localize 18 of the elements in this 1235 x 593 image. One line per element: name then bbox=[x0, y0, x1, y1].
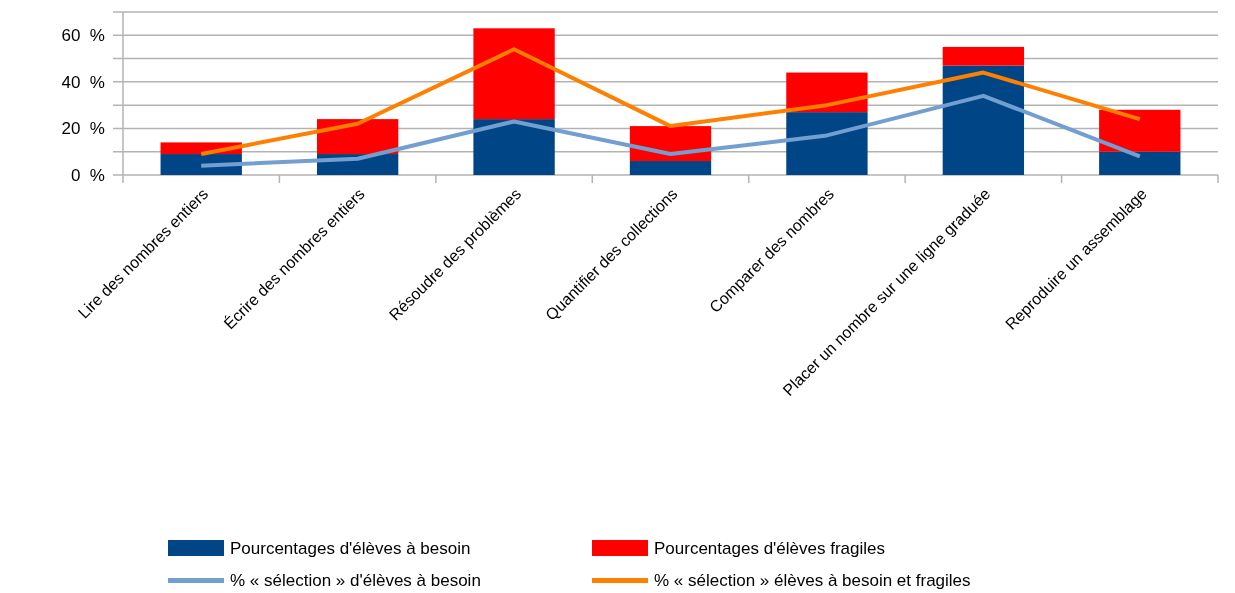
bar bbox=[1099, 109, 1181, 152]
bar bbox=[1099, 151, 1181, 175]
y-tick-label: 0 % bbox=[70, 165, 105, 185]
bar bbox=[942, 65, 1025, 175]
legend-label: Pourcentages d'élèves à besoin bbox=[230, 538, 471, 558]
legend-label: Pourcentages d'élèves fragiles bbox=[654, 538, 885, 558]
bar bbox=[473, 28, 555, 120]
bar bbox=[629, 161, 712, 175]
y-tick-label: 40 % bbox=[61, 72, 105, 92]
bar bbox=[942, 46, 1025, 66]
line-series bbox=[199, 47, 1142, 157]
line-series bbox=[199, 93, 1142, 168]
legend-label: % « sélection » d'élèves à besoin bbox=[230, 570, 481, 590]
bar bbox=[786, 112, 868, 175]
bar bbox=[473, 119, 555, 175]
legend-label: % « sélection » élèves à besoin et fragiles bbox=[654, 570, 971, 590]
y-tick-label: 60 % bbox=[61, 26, 105, 46]
y-tick-label: 20 % bbox=[61, 119, 105, 139]
